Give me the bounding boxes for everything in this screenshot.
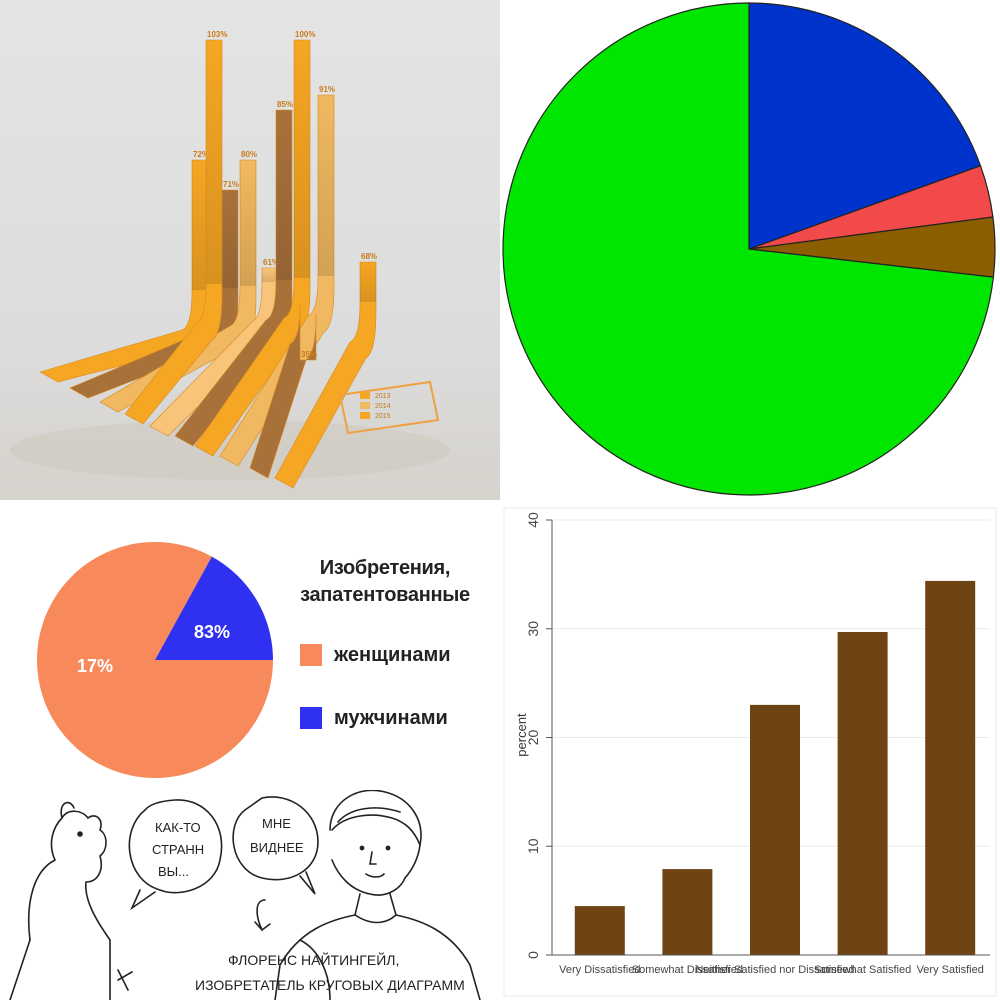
bubble-left-line: СТРАНН [152, 842, 204, 857]
bar [574, 906, 625, 955]
legend-swatch [360, 412, 370, 419]
bubble-right-line: ВИДНЕЕ [250, 840, 304, 855]
legend-swatch-men [300, 707, 322, 729]
patents-pie-chart: 17% 83% [36, 542, 273, 778]
ribbon-value-label: 72% [193, 150, 209, 159]
ribbon-value-label: 71% [223, 180, 239, 189]
ribbon-value-label: 100% [295, 30, 315, 39]
ribbon-shade [318, 95, 334, 276]
caption-line: ФЛОРЕНС НАЙТИНГЕЙЛ, [228, 951, 399, 968]
ribbon-shade [294, 40, 310, 278]
y-tick-label: 0 [525, 951, 541, 959]
patents-pie-panel: 17% 83% Изобретения, запатентованные женщ… [0, 500, 500, 1000]
y-tick-label: 20 [525, 730, 541, 746]
pie-chart [502, 2, 996, 496]
legend-label: 2015 [375, 413, 391, 420]
x-tick-label: Neither Satisfied nor Dissatisfied [696, 964, 855, 976]
slice-label-women: 17% [77, 656, 113, 676]
legend-label: 2013 [375, 393, 391, 400]
ribbon-chart: 72% 71% 80% 103% 61% 85% 100% 91% 35% 68% 2013 20… [10, 30, 450, 489]
y-tick-label: 30 [525, 621, 541, 637]
speech-bubble-right [232, 796, 319, 881]
ribbon-value-label: 85% [277, 100, 293, 109]
pie-slice [748, 2, 982, 250]
speech-bubble-left [128, 799, 223, 894]
legend-label-men: мужчинами [334, 706, 448, 729]
plot-frame [503, 507, 997, 997]
ribbon-shade [222, 190, 238, 288]
bubble-left-line: КАК-ТО [155, 820, 201, 835]
legend-swatch [360, 392, 370, 399]
y-tick-label: 10 [525, 838, 541, 854]
legend-item-women: женщинами [300, 640, 451, 670]
x-tick-label: Very Satisfied [917, 964, 984, 976]
cartoon-sketch: КАК-ТО СТРАНН ВЫ... МНЕ ВИДНЕЕ ФЛОРЕНС Н… [9, 790, 481, 1000]
bar [925, 580, 976, 955]
ribbon-value-label: 35% [301, 350, 317, 359]
ribbon-shade [240, 160, 256, 286]
bubble-left-line: ВЫ... [158, 864, 189, 879]
ribbon-value-label: 103% [207, 30, 227, 39]
ribbon-value-label: 61% [263, 258, 279, 267]
woman-figure [329, 790, 422, 896]
ribbon-shade [360, 262, 376, 302]
pie-slice-men [155, 556, 273, 660]
x-tick-label: Very Dissatisfied [559, 964, 640, 976]
bar [662, 869, 713, 955]
bubble-right-line: МНЕ [262, 816, 291, 831]
ribbon-bar [249, 303, 317, 479]
ribbon-chart-panel: 72% 71% 80% 103% 61% 85% 100% 91% 35% 68% 2013 20… [0, 0, 500, 500]
pie-chart-panel [500, 0, 1000, 500]
ribbon-shade [192, 160, 208, 290]
ribbon-shade [206, 40, 222, 284]
ribbon-shade [262, 268, 278, 282]
man-figure [27, 810, 111, 1000]
legend-title: Изобретения, запатентованные [300, 557, 470, 606]
legend-swatch-women [300, 644, 322, 666]
caption-line: ИЗОБРЕТАТЕЛЬ КРУГОВЫХ ДИАГРАММ [195, 977, 465, 993]
legend-swatch [360, 402, 370, 409]
ribbon-legend: 2013 2014 2015 [338, 380, 440, 435]
ribbon-shade [276, 110, 292, 280]
bar [750, 704, 800, 955]
slice-label-men: 83% [194, 622, 230, 642]
legend-label-women: женщинами [334, 643, 451, 666]
ribbon-value-label: 68% [361, 252, 377, 261]
y-tick-label: 40 [525, 512, 541, 528]
bar [837, 632, 888, 955]
satisfaction-bar-panel: 0 10 20 30 40 percent Very Dissatisfied Somewha… [500, 500, 1000, 1000]
ribbon-value-label: 80% [241, 150, 257, 159]
x-tick-label: Somewhat Satisfied [814, 964, 911, 976]
ribbon-value-label: 91% [319, 85, 335, 94]
legend-item-men: мужчинами [300, 703, 448, 733]
x-tick-label: Somewhat Dissatisfied [632, 964, 743, 976]
pie-slice [502, 2, 995, 496]
y-axis-label: percent [514, 713, 529, 757]
legend-label: 2014 [375, 403, 391, 410]
